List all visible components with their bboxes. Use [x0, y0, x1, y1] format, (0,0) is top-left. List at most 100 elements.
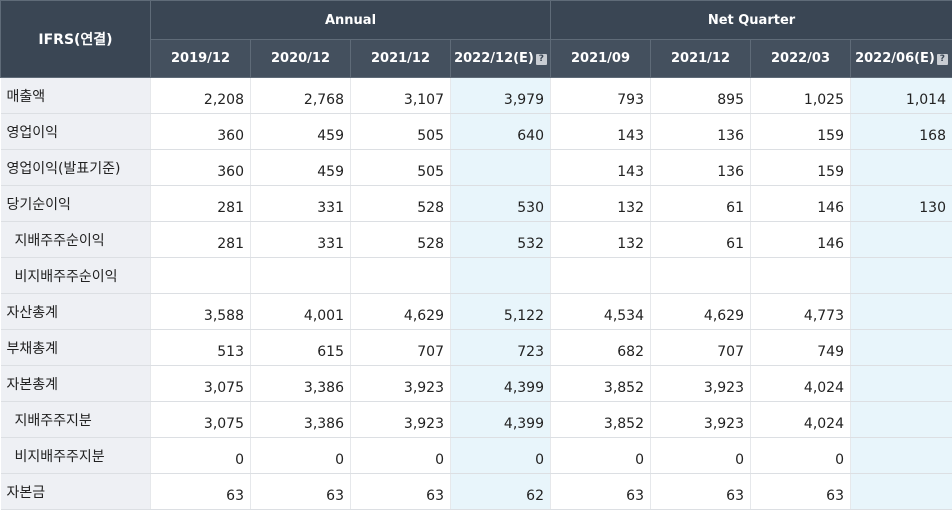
period-header: 2021/09 [550, 39, 651, 78]
table-cell [450, 257, 551, 294]
row-label: 지배주주지분 [0, 401, 151, 438]
period-label: 2021/12 [370, 51, 431, 66]
table-cell [850, 401, 952, 438]
table-cell: 640 [450, 113, 551, 150]
table-row: 영업이익(발표기준) 360 459 505 143 136 159 [0, 149, 952, 186]
table-cell: 3,075 [150, 365, 251, 402]
table-cell: 130 [850, 185, 952, 222]
table-cell: 3,979 [450, 77, 551, 114]
quarter-group-header: Net Quarter [550, 0, 952, 40]
table-cell [850, 473, 952, 510]
table-cell [850, 257, 952, 294]
table-cell: 3,386 [250, 365, 351, 402]
group-header-row: IFRS(연결) Annual Net Quarter [0, 0, 952, 78]
table-cell: 3,386 [250, 401, 351, 438]
table-body: 매출액 2,208 2,768 3,107 3,979 793 895 1,025 1,014 영… [0, 77, 952, 510]
table-cell: 143 [550, 113, 651, 150]
table-row: 지배주주지분 3,075 3,386 3,923 4,399 3,852 3,923 4,02… [0, 401, 952, 438]
table-cell: 62 [450, 473, 551, 510]
table-cell: 682 [550, 329, 651, 366]
table-cell [850, 221, 952, 258]
table-row: 비지배주주순이익 [0, 257, 952, 294]
table-cell: 3,107 [350, 77, 451, 114]
table-row: 당기순이익 281 331 528 530 132 61 146 130 [0, 185, 952, 222]
table-cell: 530 [450, 185, 551, 222]
table-cell: 793 [550, 77, 651, 114]
table-cell: 63 [150, 473, 251, 510]
table-cell [350, 257, 451, 294]
table-cell: 146 [750, 221, 851, 258]
table-cell: 528 [350, 185, 451, 222]
table-cell: 3,852 [550, 365, 651, 402]
table-cell: 159 [750, 113, 851, 150]
period-label: 2021/09 [570, 51, 631, 66]
period-label: 2019/12 [170, 51, 231, 66]
period-label: 2020/12 [270, 51, 331, 66]
period-header-row: 2019/12 2020/12 2021/12 2022/12(E)? 2021… [1, 39, 952, 78]
table-cell: 3,923 [350, 365, 451, 402]
standard-label: IFRS(연결) [0, 0, 151, 78]
table-cell: 3,923 [650, 365, 751, 402]
row-label: 부채총계 [0, 329, 151, 366]
table-cell: 63 [550, 473, 651, 510]
table-cell: 1,014 [850, 77, 952, 114]
table-cell: 132 [550, 221, 651, 258]
row-label: 매출액 [0, 77, 151, 114]
table-cell: 281 [150, 185, 251, 222]
table-row: 자본금 63 63 63 62 63 63 63 [0, 473, 952, 510]
row-label: 비지배주주지분 [0, 437, 151, 474]
table-cell: 4,629 [650, 293, 751, 330]
table-cell: 4,629 [350, 293, 451, 330]
table-cell: 3,075 [150, 401, 251, 438]
estimate-info-icon[interactable]: ? [936, 54, 948, 65]
table-cell: 168 [850, 113, 952, 150]
table-row: 지배주주순이익 281 331 528 532 132 61 146 [0, 221, 952, 258]
table-cell: 0 [650, 437, 751, 474]
table-cell: 0 [150, 437, 251, 474]
row-label: 자산총계 [0, 293, 151, 330]
row-label: 당기순이익 [0, 185, 151, 222]
table-cell: 505 [350, 149, 451, 186]
table-cell: 459 [250, 149, 351, 186]
estimate-info-icon[interactable]: ? [535, 54, 547, 65]
table-cell [850, 365, 952, 402]
table-cell: 0 [750, 437, 851, 474]
period-label: 2022/03 [770, 51, 831, 66]
table-cell: 532 [450, 221, 551, 258]
table-cell: 63 [650, 473, 751, 510]
row-label: 비지배주주순이익 [0, 257, 151, 294]
table-cell: 615 [250, 329, 351, 366]
period-label: 2022/06(E) [855, 51, 935, 66]
table-cell [850, 329, 952, 366]
table-cell: 331 [250, 185, 351, 222]
table-cell: 723 [450, 329, 551, 366]
period-header: 2022/06(E)? [850, 39, 952, 78]
table-cell: 2,768 [250, 77, 351, 114]
row-label: 영업이익(발표기준) [0, 149, 151, 186]
row-label: 자본총계 [0, 365, 151, 402]
table-cell [450, 149, 551, 186]
table-cell: 749 [750, 329, 851, 366]
row-label: 지배주주순이익 [0, 221, 151, 258]
table-cell [650, 257, 751, 294]
table-cell: 707 [350, 329, 451, 366]
table-cell: 4,399 [450, 365, 551, 402]
table-cell [750, 257, 851, 294]
table-cell: 331 [250, 221, 351, 258]
table-cell [550, 257, 651, 294]
table-cell: 132 [550, 185, 651, 222]
table-cell: 3,588 [150, 293, 251, 330]
row-label: 영업이익 [0, 113, 151, 150]
table-cell: 895 [650, 77, 751, 114]
table-cell [850, 149, 952, 186]
table-cell: 0 [350, 437, 451, 474]
table-cell: 61 [650, 221, 751, 258]
table-row: 자산총계 3,588 4,001 4,629 5,122 4,534 4,629 4,773 [0, 293, 952, 330]
row-label: 자본금 [0, 473, 151, 510]
table-cell: 528 [350, 221, 451, 258]
table-cell: 281 [150, 221, 251, 258]
period-header: 2022/03 [750, 39, 851, 78]
annual-group-header: Annual [150, 0, 551, 40]
table-cell: 2,208 [150, 77, 251, 114]
table-cell: 505 [350, 113, 451, 150]
